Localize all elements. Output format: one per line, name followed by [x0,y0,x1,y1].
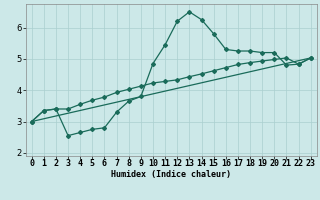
X-axis label: Humidex (Indice chaleur): Humidex (Indice chaleur) [111,170,231,179]
